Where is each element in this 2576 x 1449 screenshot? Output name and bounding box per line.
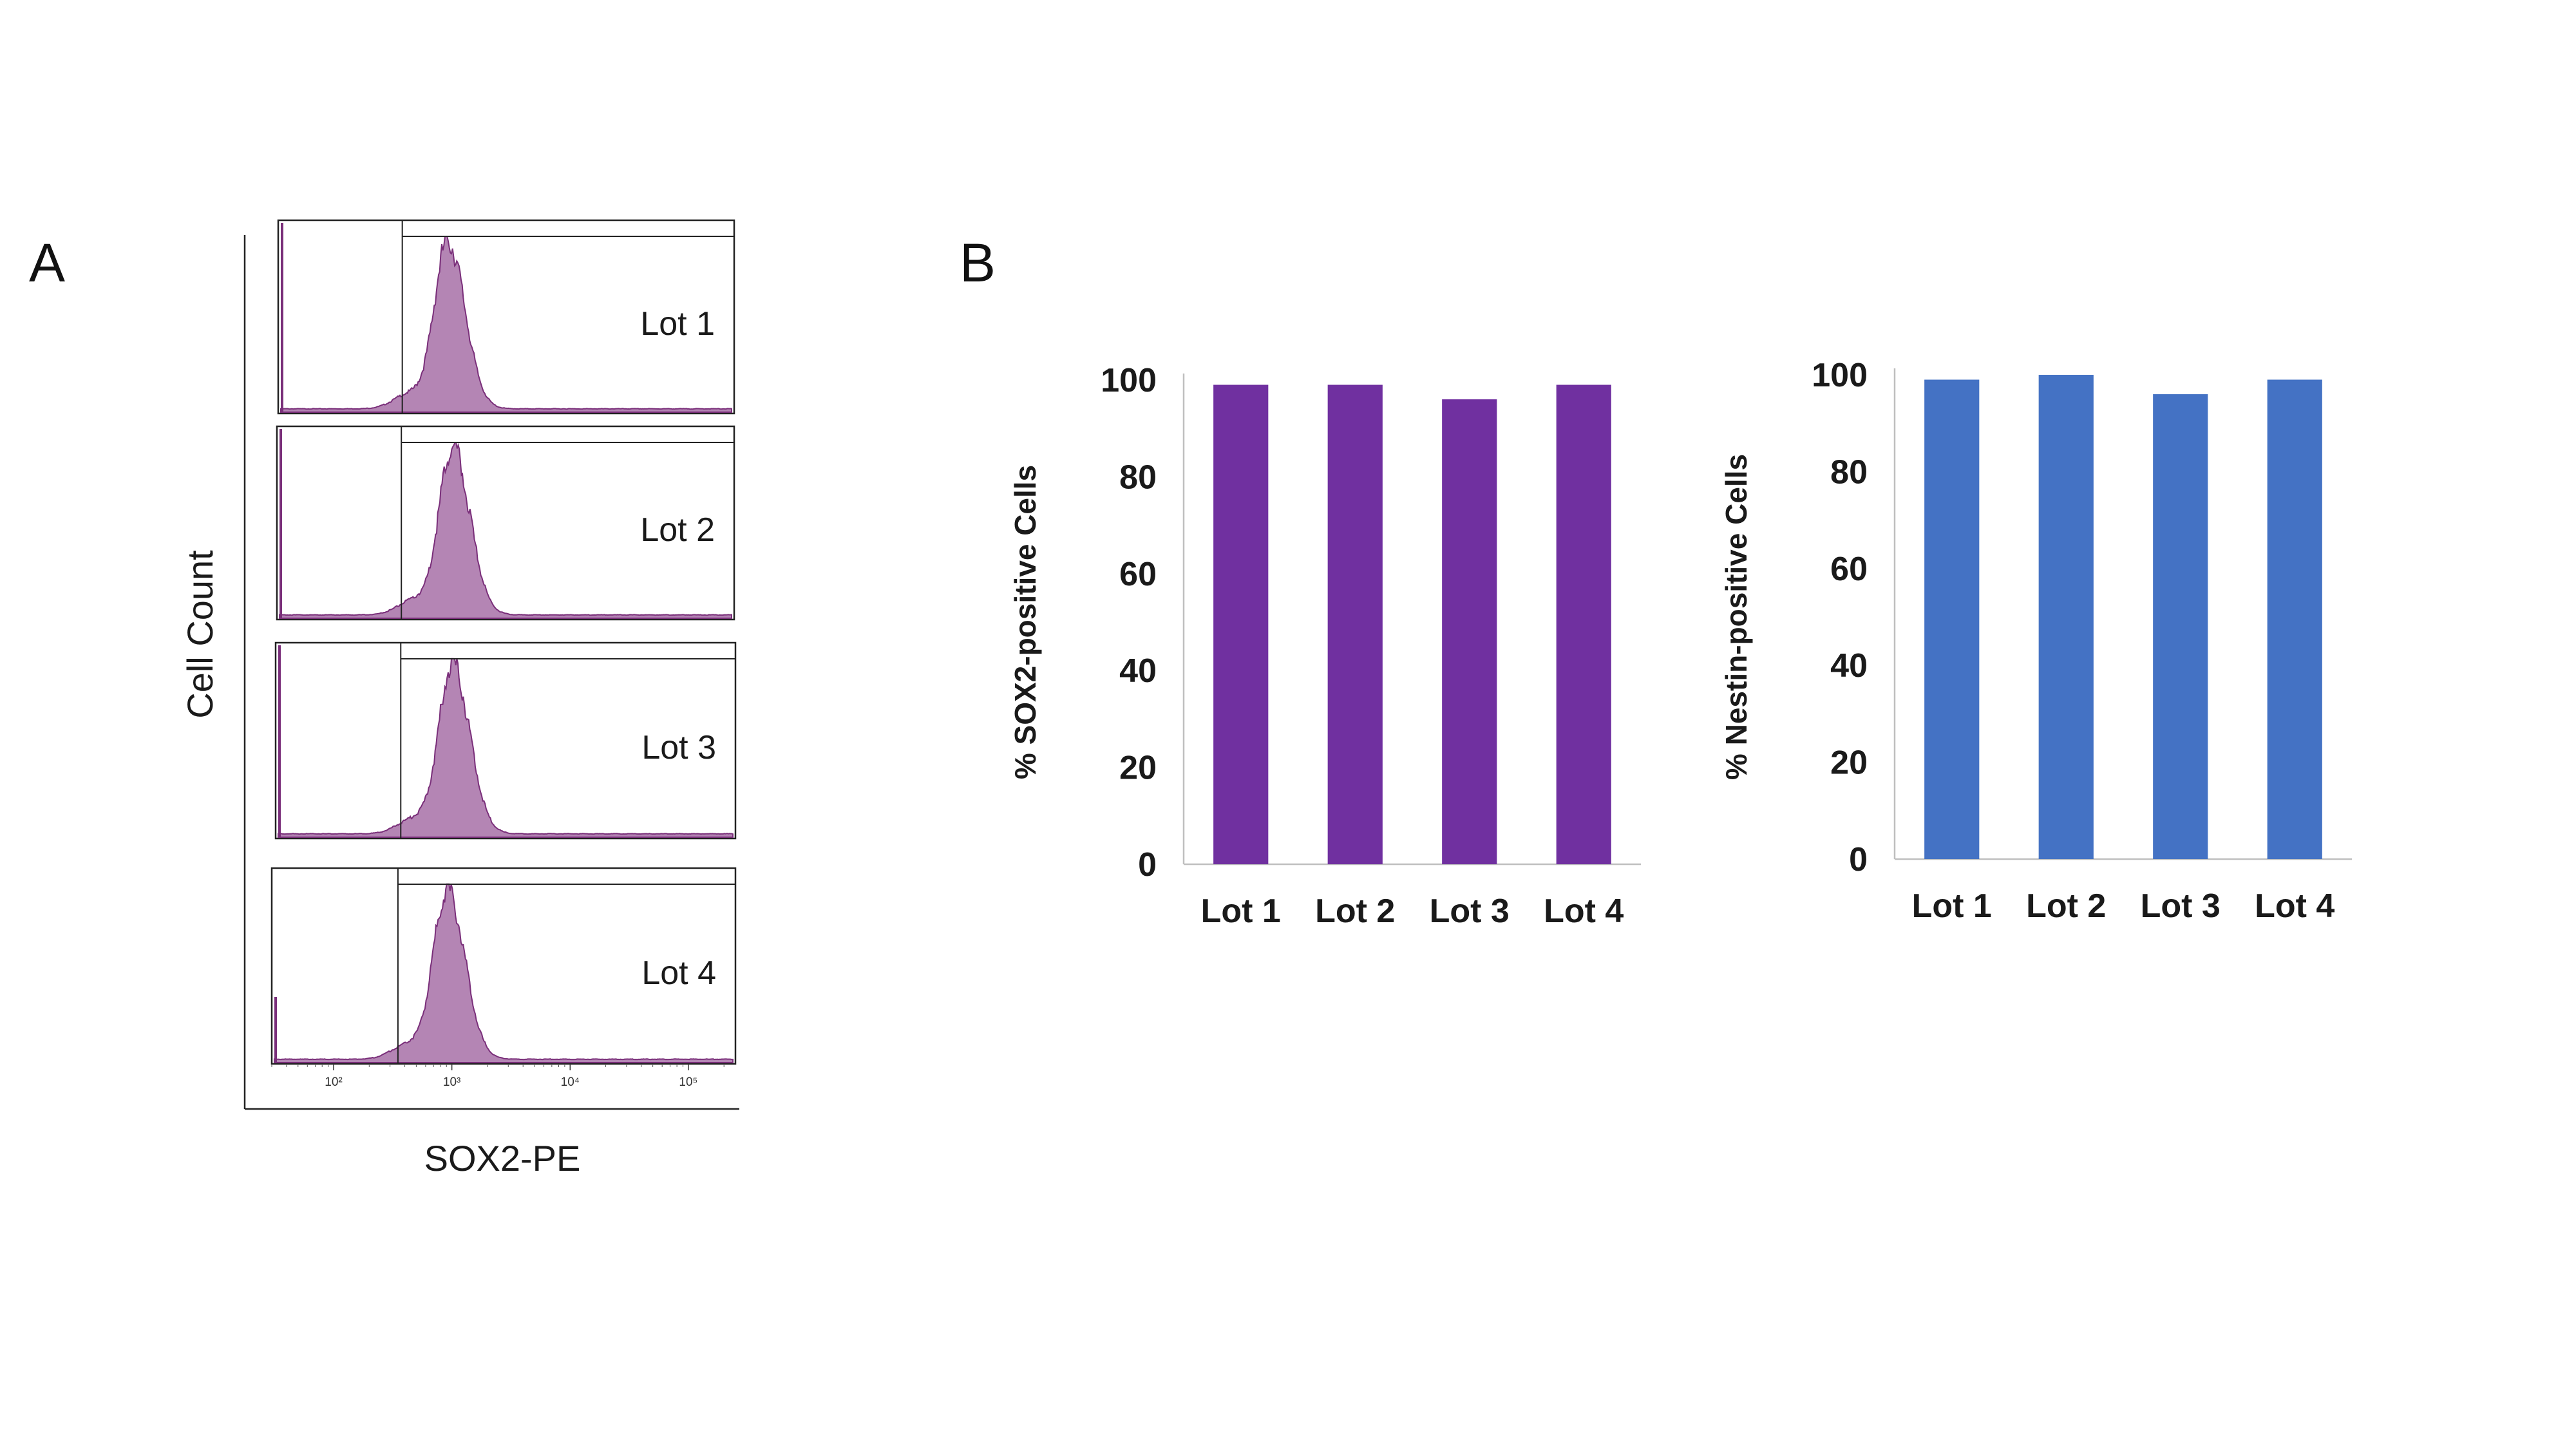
nestin-chart-bar-lot-1 (1924, 379, 1980, 859)
nestin-chart-bar-lot-3 (2153, 394, 2208, 859)
sox2-chart-category-label-lot-2: Lot 2 (1315, 893, 1395, 930)
histogram-label-lot-3: Lot 3 (641, 729, 716, 766)
sox2-chart-y-label: % SOX2-positive Cells (1009, 465, 1042, 779)
nestin-chart-y-tick-label: 0 (1849, 841, 1868, 878)
histogram-area-lot-4 (274, 883, 734, 1063)
nestin-chart-bar-lot-4 (2267, 379, 2322, 859)
sox2-chart-bar-lot-1 (1213, 384, 1269, 864)
sox2-chart-y-tick-label: 20 (1119, 750, 1157, 787)
sox2-chart-category-label-lot-3: Lot 3 (1430, 893, 1510, 930)
histogram-area-lot-1 (280, 236, 732, 413)
nestin-chart-y-tick-label: 40 (1830, 647, 1868, 685)
log-tick-label: 10⁴ (561, 1075, 580, 1089)
panel-b-label: B (960, 232, 996, 293)
panel-a-y-label: Cell Count (180, 550, 220, 719)
histogram-frame-lot-2 (276, 425, 735, 621)
panel-a-label: A (29, 232, 66, 293)
nestin-chart-bar-lot-2 (2038, 375, 2094, 859)
nestin-chart-category-label-lot-3: Lot 3 (2141, 887, 2221, 925)
sox2-chart-category-label-lot-4: Lot 4 (1544, 893, 1624, 930)
nestin-chart-y-tick-label: 60 (1830, 551, 1868, 588)
log-tick-label: 10³ (443, 1075, 460, 1089)
sox2-chart-y-tick-label: 100 (1101, 362, 1157, 399)
sox2-chart-y-tick-label: 40 (1119, 652, 1157, 690)
nestin-chart-category-label-lot-1: Lot 1 (1912, 887, 1992, 925)
histogram-label-lot-1: Lot 1 (640, 305, 715, 343)
sox2-chart-y-tick-label: 80 (1119, 459, 1157, 496)
histogram-area-lot-3 (278, 658, 734, 838)
nestin-chart-y-label: % Nestin-positive Cells (1719, 454, 1753, 780)
nestin-chart-y-tick-label: 100 (1812, 357, 1868, 394)
panel-a-x-label: SOX2-PE (424, 1138, 581, 1179)
sox2-chart-category-label-lot-1: Lot 1 (1201, 893, 1281, 930)
histogram-frame-lot-3 (274, 641, 737, 840)
sox2-chart-y-tick-label: 60 (1119, 556, 1157, 593)
nestin-chart-category-label-lot-4: Lot 4 (2255, 887, 2334, 925)
log-tick-label: 10⁵ (679, 1075, 697, 1089)
sox2-chart-bar-lot-3 (1442, 399, 1497, 864)
histogram-label-lot-4: Lot 4 (641, 954, 716, 992)
histogram-frame-lot-1 (277, 219, 735, 415)
histogram-area-lot-2 (279, 442, 732, 619)
histogram-label-lot-2: Lot 2 (640, 511, 715, 549)
sox2-chart-bar-lot-4 (1556, 384, 1611, 864)
log-tick-label: 10² (325, 1075, 342, 1089)
nestin-chart-category-label-lot-2: Lot 2 (2026, 887, 2106, 925)
nestin-chart-y-tick-label: 80 (1830, 453, 1868, 491)
sox2-chart-y-tick-label: 0 (1138, 846, 1157, 884)
histogram-frame-lot-4 (270, 867, 737, 1065)
nestin-chart-y-tick-label: 20 (1830, 744, 1868, 782)
sox2-chart-bar-lot-2 (1327, 384, 1383, 864)
